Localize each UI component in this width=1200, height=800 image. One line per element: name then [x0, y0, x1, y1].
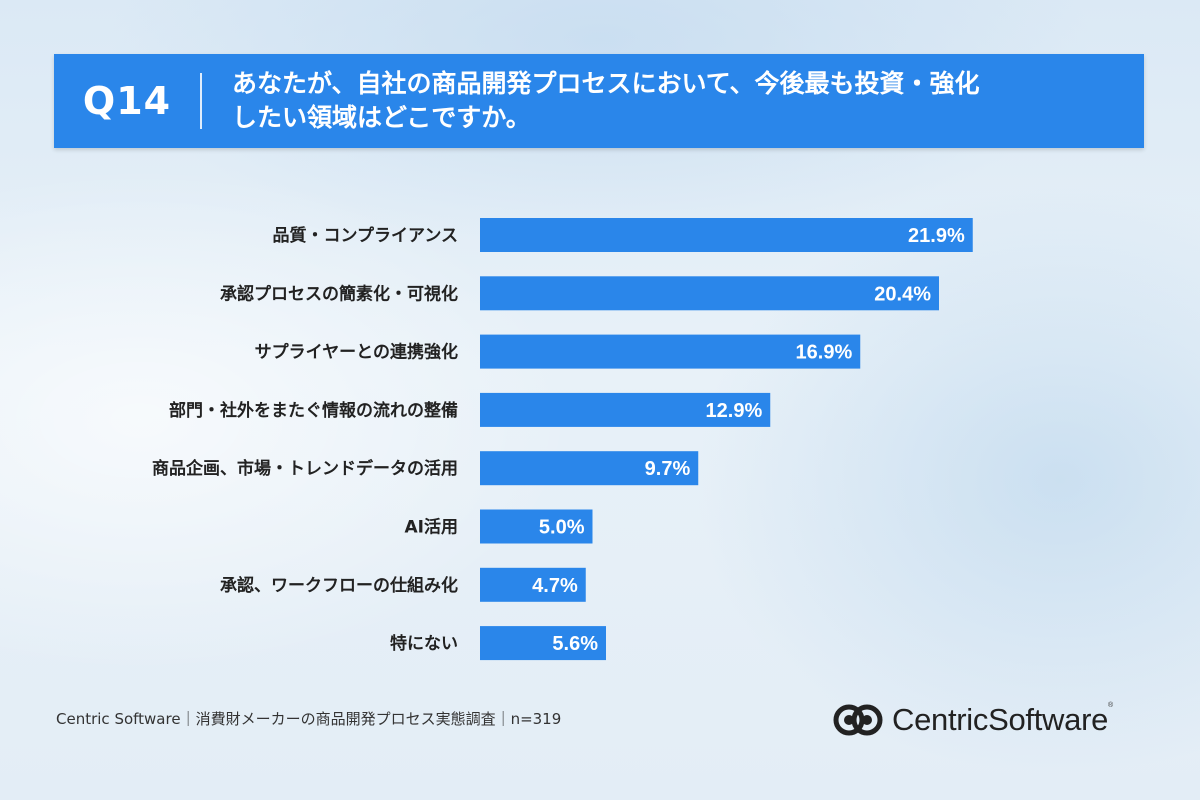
value-label-8: 5.6% [552, 633, 598, 655]
bar-6 [480, 509, 593, 544]
question-line-2: したい領域はどこですか。 [232, 103, 531, 132]
bar-2 [480, 276, 939, 311]
source-note: Centric Software｜消費財メーカーの商品開発プロセス実態調査｜n=… [56, 710, 562, 728]
question-number: Q14 [82, 79, 172, 123]
value-label-1: 21.9% [908, 225, 965, 247]
value-label-6: 5.0% [539, 517, 585, 539]
bar-4 [480, 392, 771, 427]
bar-chart: 品質・コンプライアンス 21.9% 承認プロセスの簡素化・可視化 20.4% サプライヤ… [152, 218, 973, 661]
header-divider [200, 73, 202, 129]
category-label-8: 特にない [390, 633, 458, 654]
value-label-5: 9.7% [645, 458, 691, 480]
centric-interlocking-rings-icon [833, 704, 883, 736]
value-label-2: 20.4% [874, 283, 931, 305]
value-label-3: 16.9% [796, 342, 853, 364]
bar-7 [480, 567, 586, 602]
category-label-5: 商品企画、市場・トレンドデータの活用 [152, 458, 458, 479]
bar-5 [480, 451, 699, 486]
bar-8 [480, 626, 606, 661]
centric-software-logo: CentricSoftware® [832, 700, 1113, 740]
category-label-3: サプライヤーとの連携強化 [255, 342, 458, 363]
category-label-2: 承認プロセスの簡素化・可視化 [220, 283, 458, 304]
category-label-6: AI活用 [405, 517, 458, 538]
bar-3 [480, 334, 861, 369]
question-header: Q14 あなたが、自社の商品開発プロセスにおいて、今後最も投資・強化 したい領域… [54, 54, 1144, 148]
category-label-7: 承認、ワークフローの仕組み化 [220, 575, 458, 596]
category-label-4: 部門・社外をまたぐ情報の流れの整備 [169, 400, 458, 421]
question-line-1: あなたが、自社の商品開発プロセスにおいて、今後最も投資・強化 [232, 69, 980, 98]
question-text: あなたが、自社の商品開発プロセスにおいて、今後最も投資・強化 したい領域はどこで… [202, 67, 980, 135]
bar-1 [480, 218, 973, 252]
category-label-1: 品質・コンプライアンス [273, 225, 458, 246]
value-label-7: 4.7% [532, 575, 578, 597]
logo-wordmark: CentricSoftware® [892, 702, 1113, 737]
value-label-4: 12.9% [706, 400, 763, 422]
